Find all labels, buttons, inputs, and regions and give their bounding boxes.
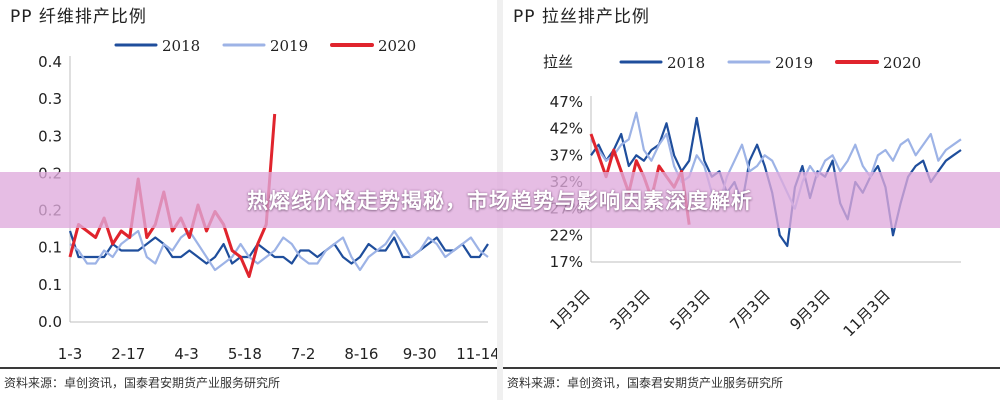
x-tick-label: 7月3日 <box>726 286 773 333</box>
x-tick-label: 9-30 <box>403 345 437 363</box>
x-tick-label: 3月3日 <box>606 286 653 333</box>
x-tick-label: 4-3 <box>174 345 199 363</box>
headline-text: 热熔线价格走势揭秘，市场趋势与影响因素深度解析 <box>247 189 753 213</box>
headline-banner: 热熔线价格走势揭秘，市场趋势与影响因素深度解析 <box>0 172 1000 228</box>
chart-title: PP 纤维排产比例 <box>10 7 147 27</box>
y-tick-label: 17% <box>550 253 583 271</box>
chart-inner-label: 拉丝 <box>543 53 573 71</box>
legend-label: 2019 <box>775 54 813 72</box>
chart-source: 资料来源：卓创资讯，国泰君安期货产业服务研究所 <box>507 376 784 390</box>
legend-label: 2019 <box>270 37 308 55</box>
x-tick-label: 5月3日 <box>666 286 713 333</box>
y-tick-label: 0.3 <box>38 90 62 108</box>
y-tick-label: 0.3 <box>38 127 62 145</box>
y-tick-label: 0.1 <box>38 239 62 257</box>
legend-label: 2020 <box>883 54 921 72</box>
x-tick-label: 1-3 <box>58 345 83 363</box>
x-tick-label: 9月3日 <box>786 286 833 333</box>
legend-label: 2018 <box>667 54 705 72</box>
x-tick-label: 11-14 <box>456 345 497 363</box>
y-tick-label: 0.0 <box>38 313 62 331</box>
x-tick-label: 8-16 <box>344 345 378 363</box>
x-tick-label: 5-18 <box>228 345 262 363</box>
x-tick-label: 11月3日 <box>840 286 894 340</box>
series-line-2019 <box>590 111 962 210</box>
y-tick-label: 22% <box>550 226 583 244</box>
chart-title: PP 拉丝排产比例 <box>513 7 650 27</box>
legend-label: 2020 <box>378 37 416 55</box>
y-tick-label: 0.4 <box>38 53 62 71</box>
y-tick-label: 47% <box>550 93 583 111</box>
y-tick-label: 0.1 <box>38 276 62 294</box>
source-rule <box>0 367 497 369</box>
chart-source: 资料来源：卓创资讯，国泰君安期货产业服务研究所 <box>4 376 281 390</box>
y-tick-label: 37% <box>550 146 583 164</box>
x-tick-label: 2-17 <box>111 345 145 363</box>
source-rule <box>503 367 1000 369</box>
legend-label: 2018 <box>162 37 200 55</box>
x-tick-label: 7-2 <box>291 345 316 363</box>
series-line-2019 <box>69 229 489 272</box>
x-tick-label: 1月3日 <box>546 286 593 333</box>
y-tick-label: 42% <box>550 120 583 138</box>
